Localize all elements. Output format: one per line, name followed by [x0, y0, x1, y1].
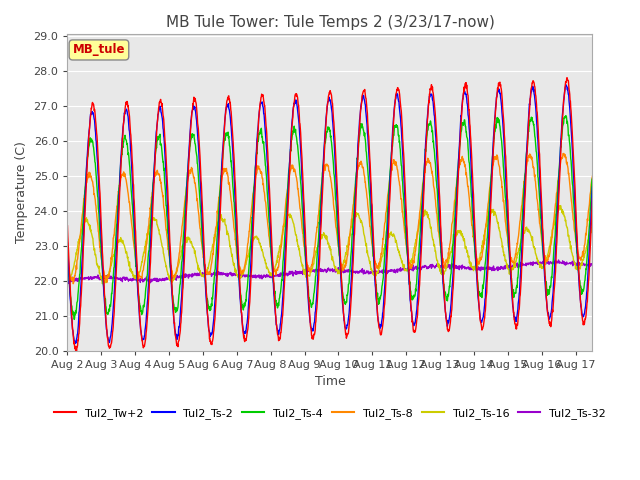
- Tul2_Ts-4: [573, 251, 581, 256]
- Tul2_Tw+2: [116, 179, 124, 185]
- Tul2_Tw+2: [573, 235, 581, 240]
- Tul2_Ts-16: [503, 264, 511, 270]
- Tul2_Ts-8: [116, 179, 124, 184]
- Tul2_Ts-32: [116, 275, 124, 281]
- Tul2_Ts-4: [63, 249, 71, 255]
- Tul2_Ts-8: [503, 229, 511, 235]
- Tul2_Ts-8: [69, 281, 77, 287]
- Tul2_Tw+2: [63, 223, 71, 228]
- Tul2_Tw+2: [563, 75, 571, 81]
- Tul2_Ts-16: [63, 275, 71, 281]
- Tul2_Ts-2: [106, 339, 113, 345]
- Tul2_Ts-32: [589, 262, 596, 267]
- Title: MB Tule Tower: Tule Temps 2 (3/23/17-now): MB Tule Tower: Tule Temps 2 (3/23/17-now…: [166, 15, 494, 30]
- Tul2_Ts-8: [63, 255, 71, 261]
- Tul2_Ts-4: [589, 176, 596, 181]
- Tul2_Ts-32: [261, 274, 269, 279]
- Tul2_Ts-32: [555, 257, 563, 263]
- Line: Tul2_Tw+2: Tul2_Tw+2: [67, 78, 593, 352]
- Tul2_Ts-2: [589, 184, 596, 190]
- Tul2_Ts-16: [589, 228, 596, 233]
- Tul2_Ts-16: [106, 269, 113, 275]
- Line: Tul2_Ts-16: Tul2_Ts-16: [67, 205, 593, 284]
- Text: MB_tule: MB_tule: [73, 44, 125, 57]
- Tul2_Tw+2: [589, 196, 596, 202]
- Tul2_Ts-4: [562, 113, 570, 119]
- Tul2_Ts-32: [503, 265, 511, 271]
- Tul2_Ts-16: [557, 203, 564, 208]
- Tul2_Ts-4: [503, 212, 511, 218]
- Line: Tul2_Ts-2: Tul2_Ts-2: [67, 85, 593, 343]
- Line: Tul2_Ts-4: Tul2_Ts-4: [67, 116, 593, 319]
- Y-axis label: Temperature (C): Temperature (C): [15, 141, 28, 243]
- Tul2_Ts-8: [573, 245, 581, 251]
- Tul2_Ts-32: [573, 261, 581, 267]
- Tul2_Ts-16: [261, 257, 269, 263]
- Tul2_Ts-2: [503, 193, 511, 199]
- Tul2_Ts-8: [261, 197, 269, 203]
- Tul2_Ts-2: [261, 123, 269, 129]
- Tul2_Ts-2: [562, 82, 570, 88]
- Tul2_Ts-4: [116, 167, 124, 173]
- Tul2_Ts-16: [116, 239, 124, 244]
- X-axis label: Time: Time: [315, 375, 346, 388]
- Tul2_Ts-2: [116, 166, 124, 172]
- Tul2_Ts-32: [64, 281, 72, 287]
- Tul2_Ts-4: [486, 202, 493, 207]
- Tul2_Ts-8: [106, 273, 113, 278]
- Tul2_Ts-8: [559, 151, 567, 156]
- Line: Tul2_Ts-32: Tul2_Ts-32: [67, 260, 593, 284]
- Tul2_Ts-2: [70, 340, 78, 346]
- Tul2_Ts-4: [106, 306, 113, 312]
- Tul2_Ts-8: [486, 188, 493, 194]
- Tul2_Ts-32: [486, 265, 493, 271]
- Tul2_Ts-16: [99, 281, 106, 287]
- Tul2_Ts-4: [261, 157, 269, 163]
- Tul2_Ts-16: [486, 213, 493, 218]
- Tul2_Ts-2: [573, 248, 581, 254]
- Tul2_Tw+2: [261, 108, 269, 113]
- Tul2_Ts-4: [70, 316, 78, 322]
- Tul2_Tw+2: [106, 345, 113, 350]
- Tul2_Ts-32: [106, 276, 113, 281]
- Tul2_Ts-2: [486, 218, 493, 224]
- Line: Tul2_Ts-8: Tul2_Ts-8: [67, 154, 593, 284]
- Legend: Tul2_Tw+2, Tul2_Ts-2, Tul2_Ts-4, Tul2_Ts-8, Tul2_Ts-16, Tul2_Ts-32: Tul2_Tw+2, Tul2_Ts-2, Tul2_Ts-4, Tul2_Ts…: [49, 404, 611, 423]
- Tul2_Ts-8: [589, 173, 596, 179]
- Tul2_Ts-2: [63, 240, 71, 246]
- Tul2_Tw+2: [486, 232, 493, 238]
- Tul2_Ts-32: [63, 276, 71, 282]
- Tul2_Tw+2: [73, 349, 81, 355]
- Tul2_Tw+2: [503, 176, 511, 182]
- Tul2_Ts-16: [573, 265, 581, 271]
